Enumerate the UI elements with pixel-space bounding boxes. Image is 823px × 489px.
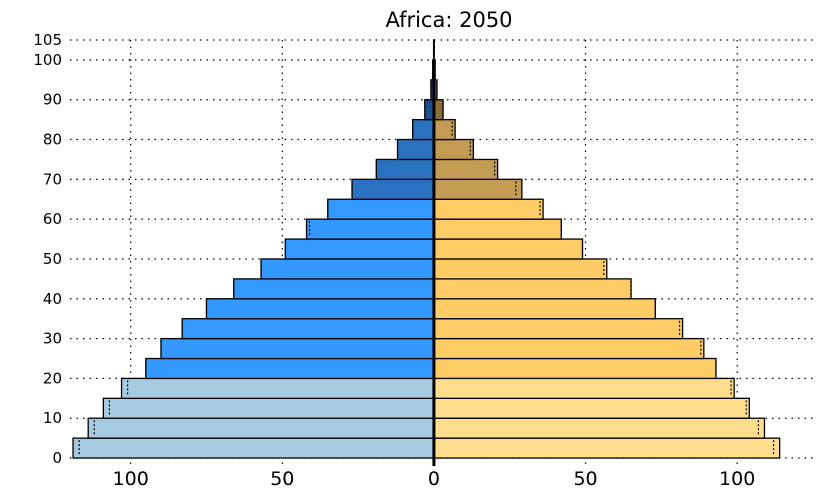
x-tick-label-3: 50 [573, 468, 597, 489]
bar-left-80-84 [412, 118, 435, 141]
bar-right-5-9 [433, 417, 766, 439]
x-tick-label-0: 100 [113, 468, 149, 489]
bar-left-30-34 [181, 318, 435, 340]
y-tick-label-3: 30 [43, 330, 62, 348]
y-tick-label-9: 90 [43, 91, 62, 109]
bar-right-40-44 [433, 278, 632, 300]
bar-right-55-59 [433, 218, 562, 240]
y-tick-label-2: 20 [43, 369, 62, 387]
y-tick-label-10: 100 [33, 51, 62, 69]
bar-right-75-79 [433, 138, 474, 161]
y-tick-label-8: 80 [43, 131, 62, 149]
y-tick-label-11: 105 [33, 31, 62, 49]
bar-left-55-59 [305, 218, 435, 240]
bar-left-25-29 [160, 337, 435, 360]
bar-left-10-14 [102, 397, 435, 419]
y-tick-label-4: 40 [43, 290, 62, 308]
bar-right-30-34 [433, 318, 684, 340]
bar-right-70-74 [433, 158, 499, 180]
bar-left-60-64 [327, 198, 435, 220]
y-tick-label-1: 10 [43, 409, 62, 427]
y-tick-label-0: 0 [52, 449, 62, 467]
bar-left-5-9 [87, 417, 435, 439]
bar-right-35-39 [433, 298, 656, 320]
y-tick-label-5: 50 [43, 250, 62, 268]
bar-left-75-79 [396, 138, 435, 161]
y-tick-label-6: 60 [43, 210, 62, 228]
x-tick-label-2: 0 [428, 468, 440, 489]
bar-right-60-64 [433, 198, 544, 220]
bar-left-0-4 [72, 437, 435, 459]
bars [72, 39, 781, 459]
bar-left-45-49 [260, 258, 435, 280]
bar-left-20-24 [145, 357, 435, 380]
bar-right-20-24 [433, 357, 717, 380]
bar-left-15-19 [120, 377, 435, 399]
bar-right-10-14 [433, 397, 750, 419]
bar-left-40-44 [233, 278, 435, 300]
x-tick-label-4: 100 [719, 468, 755, 489]
bar-left-50-54 [284, 238, 435, 260]
bar-left-70-74 [375, 158, 435, 180]
bar-right-15-19 [433, 377, 735, 399]
chart-title: Africa: 2050 [385, 8, 512, 32]
y-axis-tick-labels: 0 10 20 30 40 50 60 70 80 90 100 105 [33, 31, 62, 467]
x-tick-label-1: 50 [270, 468, 294, 489]
y-tick-label-7: 70 [43, 170, 62, 188]
bar-right-25-29 [433, 337, 705, 360]
bar-right-50-54 [433, 238, 584, 260]
x-axis-tick-labels: 100 50 0 50 100 [113, 468, 756, 489]
bar-right-45-49 [433, 258, 608, 280]
bar-left-65-69 [351, 178, 435, 200]
bar-right-0-4 [433, 437, 781, 459]
bar-left-35-39 [205, 298, 435, 320]
bar-right-65-69 [433, 178, 523, 200]
